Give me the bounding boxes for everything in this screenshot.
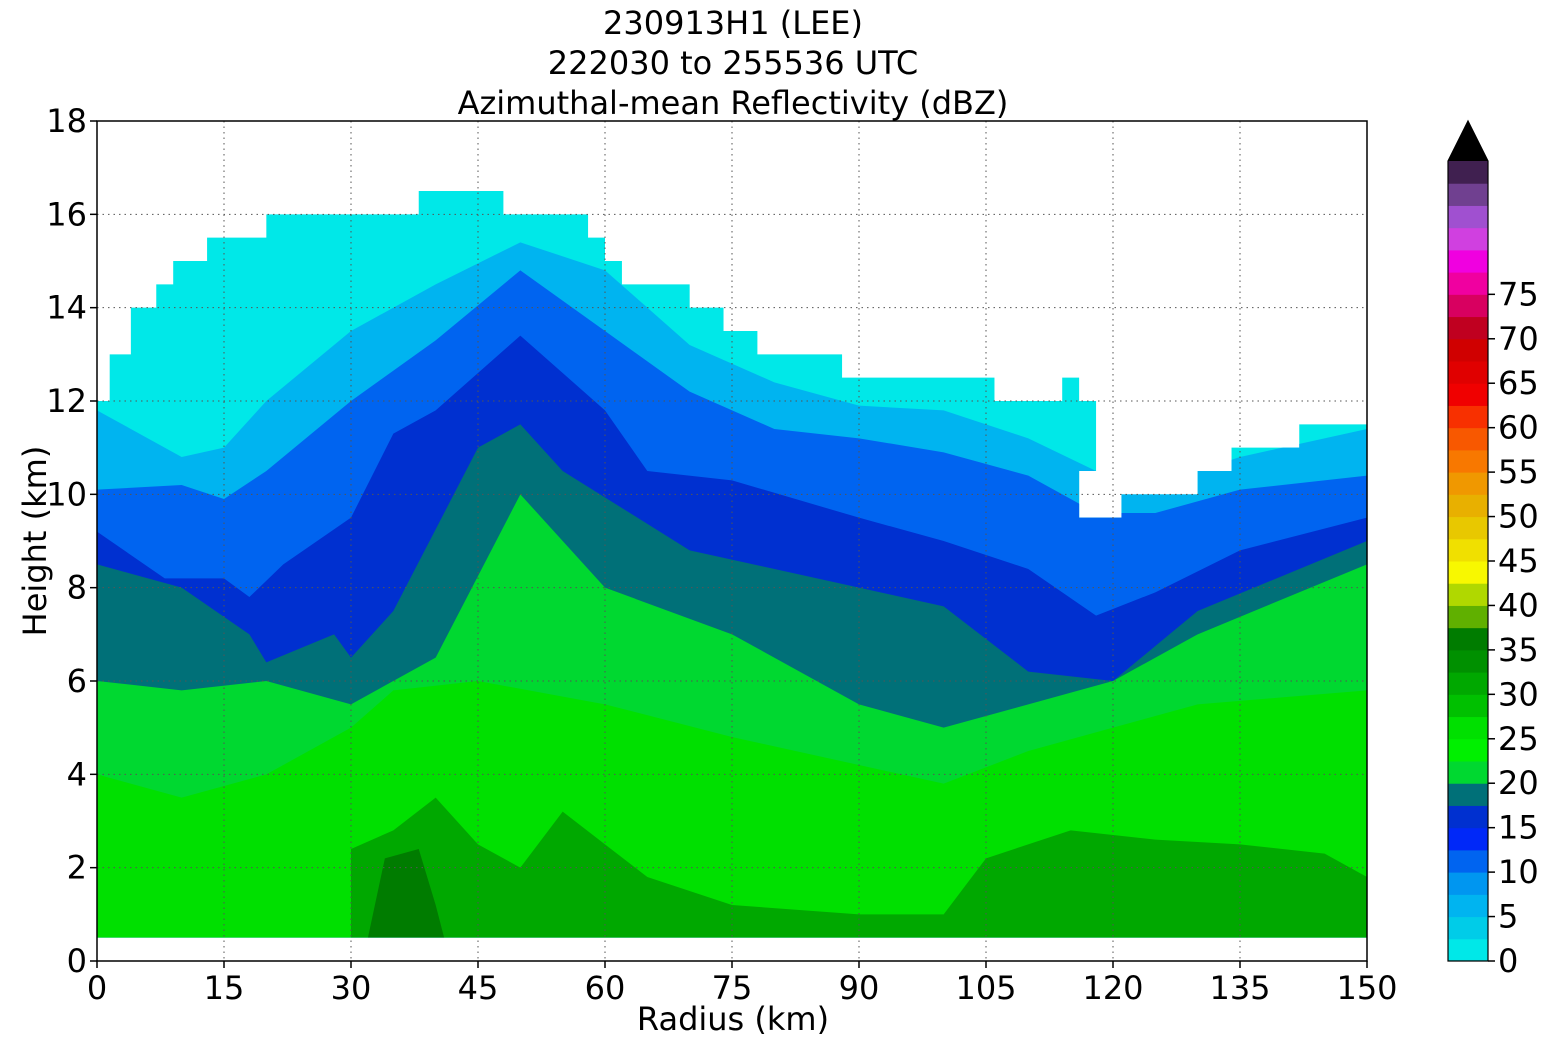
y-tick-label: 2 <box>67 849 87 887</box>
colorbar-band <box>1448 849 1488 873</box>
y-axis-label: Height (km) <box>16 446 54 637</box>
colorbar-band <box>1448 694 1488 718</box>
colorbar-band <box>1448 272 1488 295</box>
x-tick-label: 135 <box>1209 969 1270 1007</box>
colorbar-band <box>1448 183 1488 206</box>
y-tick-label: 14 <box>46 289 87 327</box>
y-tick-label: 8 <box>67 569 87 607</box>
title-line-1: 230913H1 (LEE) <box>603 4 863 42</box>
colorbar-outline <box>1447 119 1489 962</box>
colorbar-band <box>1448 805 1488 829</box>
title-line-2: 222030 to 255536 UTC <box>548 44 918 82</box>
x-tick-label: 150 <box>1336 969 1397 1007</box>
y-tick-label: 16 <box>46 195 87 233</box>
colorbar-band <box>1448 161 1488 184</box>
colorbar-band <box>1448 383 1488 406</box>
colorbar-band <box>1448 916 1488 940</box>
colorbar-band <box>1448 627 1488 651</box>
colorbar-tick-label: 15 <box>1498 809 1539 847</box>
title-line-3: Azimuthal-mean Reflectivity (dBZ) <box>458 84 1009 122</box>
x-axis-ticks: 0 15 30 45 60 75 90 105 120 135 150 <box>87 961 1398 1007</box>
y-tick-label: 10 <box>46 475 87 513</box>
colorbar-tick-label: 30 <box>1498 675 1539 713</box>
x-tick-label: 0 <box>87 969 107 1007</box>
x-tick-label: 15 <box>204 969 245 1007</box>
colorbar-band <box>1448 205 1488 229</box>
colorbar-band <box>1448 538 1488 562</box>
plot-area: 0 15 30 45 60 75 90 105 120 135 150 0 2 4 6 8 10 12 14 16 1… <box>46 102 1397 1007</box>
x-tick-label: 90 <box>839 969 880 1007</box>
colorbar-band <box>1448 738 1488 762</box>
colorbar-tick-label: 55 <box>1498 453 1539 491</box>
x-tick-label: 30 <box>331 969 372 1007</box>
colorbar-band <box>1448 316 1488 340</box>
colorbar-band <box>1448 249 1488 273</box>
colorbar-tick-label: 40 <box>1498 586 1539 624</box>
colorbar-band <box>1448 361 1488 384</box>
x-tick-label: 60 <box>585 969 626 1007</box>
colorbar-tick-label: 20 <box>1498 764 1539 802</box>
x-tick-label: 105 <box>955 969 1016 1007</box>
colorbar-tick-label: 45 <box>1498 542 1539 580</box>
colorbar-band <box>1448 472 1488 495</box>
colorbar-tick-label: 50 <box>1498 498 1539 536</box>
colorbar-tick-label: 5 <box>1498 898 1518 936</box>
colorbar-band <box>1448 338 1488 362</box>
colorbar-tick-label: 0 <box>1498 942 1518 980</box>
colorbar-band <box>1448 783 1488 806</box>
x-tick-label: 45 <box>458 969 499 1007</box>
colorbar-band <box>1448 605 1488 629</box>
colorbar-tick-label: 10 <box>1498 853 1539 891</box>
y-tick-label: 6 <box>67 662 87 700</box>
colorbar-band <box>1448 427 1488 451</box>
colorbar-band <box>1448 894 1488 918</box>
y-tick-label: 4 <box>67 755 87 793</box>
colorbar-band <box>1448 649 1488 673</box>
colorbar-band <box>1448 561 1488 584</box>
grid <box>97 121 1367 961</box>
y-tick-label: 12 <box>46 382 87 420</box>
chart-title: 230913H1 (LEE) 222030 to 255536 UTC Azim… <box>458 4 1009 122</box>
colorbar-band <box>1448 672 1488 695</box>
colorbar-band <box>1448 716 1488 740</box>
x-tick-label: 120 <box>1082 969 1143 1007</box>
echo-band-35dbz <box>367 849 445 938</box>
x-axis-label: Radius (km) <box>637 1000 829 1038</box>
colorbar-tick-label: 25 <box>1498 720 1539 758</box>
colorbar-band <box>1448 494 1488 518</box>
colorbar-extend-arrow <box>1448 121 1488 161</box>
colorbar-tick-label: 70 <box>1498 320 1539 358</box>
x-tick-label: 75 <box>712 969 753 1007</box>
colorbar-tick-label: 35 <box>1498 631 1539 669</box>
colorbar-band <box>1448 583 1488 606</box>
colorbar-band <box>1448 294 1488 318</box>
colorbar-tick-label: 65 <box>1498 364 1539 402</box>
colorbar-band <box>1448 827 1488 851</box>
colorbar-band <box>1448 761 1488 784</box>
y-axis-ticks: 0 2 4 6 8 10 12 14 16 18 <box>46 102 97 980</box>
colorbar-band <box>1448 449 1488 473</box>
colorbar-band <box>1448 938 1488 962</box>
colorbar-tick-label: 60 <box>1498 409 1539 447</box>
y-tick-label: 0 <box>67 942 87 980</box>
y-tick-label: 18 <box>46 102 87 140</box>
colorbar-band <box>1448 405 1488 429</box>
colorbar-band <box>1448 227 1488 251</box>
colorbar-ticks: 0 5 10 15 20 25 30 35 40 45 50 55 60 65 70 75 <box>1488 275 1539 980</box>
colorbar-band <box>1448 872 1488 895</box>
colorbar-tick-label: 75 <box>1498 275 1539 313</box>
colorbar <box>1447 119 1489 962</box>
colorbar-band <box>1448 516 1488 540</box>
